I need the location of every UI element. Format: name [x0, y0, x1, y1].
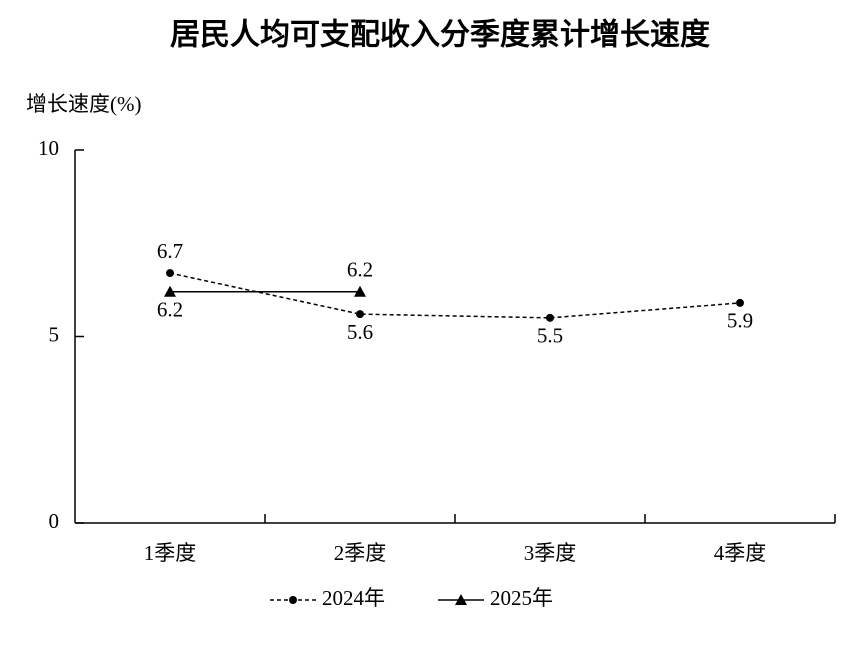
- chart-title: 居民人均可支配收入分季度累计增长速度: [170, 18, 710, 53]
- x-tick-label: 2季度: [334, 541, 387, 565]
- x-tick-label: 3季度: [524, 541, 577, 565]
- data-point: [546, 313, 554, 322]
- data-point: [736, 298, 744, 307]
- series-line: [169, 272, 741, 319]
- y-tick-label: 10: [38, 136, 59, 160]
- data-label: 6.2: [157, 298, 183, 322]
- data-point: [164, 285, 176, 297]
- legend-label: 2024年: [322, 586, 385, 610]
- x-tick-label: 4季度: [714, 541, 767, 565]
- data-label: 5.6: [347, 320, 373, 344]
- data-label: 6.7: [157, 239, 183, 263]
- data-label: 5.5: [537, 324, 563, 348]
- x-tick-label: 1季度: [144, 541, 197, 565]
- y-axis-label: 增长速度(%): [26, 92, 141, 116]
- legend-marker: [455, 594, 467, 605]
- data-label: 6.2: [347, 258, 373, 282]
- data-label: 5.9: [727, 309, 753, 333]
- data-point: [354, 285, 366, 297]
- data-point: [166, 269, 174, 278]
- legend-label: 2025年: [490, 586, 553, 610]
- y-tick-label: 5: [49, 322, 60, 346]
- y-tick-label: 0: [49, 509, 60, 533]
- data-point: [356, 310, 364, 319]
- legend-marker: [289, 596, 297, 604]
